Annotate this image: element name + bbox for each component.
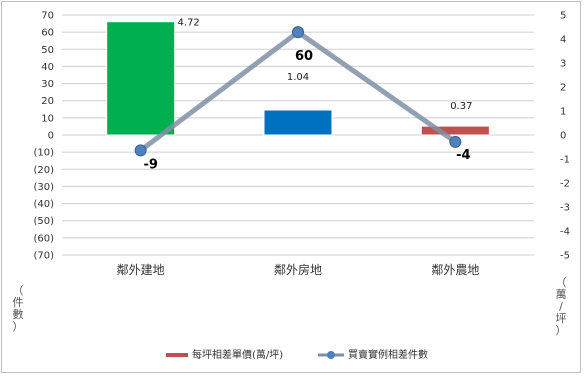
left-tick-label: (10) [33,148,54,159]
legend-bar-label: 每坪相差單價(萬/坪) [192,348,283,361]
line-value-label: -4 [456,148,470,163]
right-unit-char: （ [556,276,567,289]
left-tick-label: 10 [41,113,54,124]
right-tick-label: -3 [560,203,570,214]
right-tick-label: 3 [560,59,566,70]
bar [263,109,333,136]
bar [420,125,490,136]
category-label: 鄰外農地 [431,262,479,277]
right-tick-label: 2 [560,83,566,94]
bar-value-label: 0.37 [450,101,472,112]
line-value-label: -9 [143,157,157,172]
line-marker [449,135,462,148]
left-tick-label: (60) [33,233,54,244]
right-unit-char: 坪 [556,312,567,325]
legend-line-marker [327,351,335,359]
left-tick-label: 50 [41,45,54,56]
left-tick-label: 0 [48,131,54,142]
right-tick-label: -5 [560,251,570,262]
left-tick-label: 30 [41,79,54,90]
left-tick-label: (30) [33,182,54,193]
left-unit-char: 數 [13,308,24,321]
line-series: -9 60 -4 [134,26,471,172]
left-unit-char: ） [13,320,24,333]
right-tick-label: -1 [560,155,570,166]
bar-value-label: 4.72 [178,18,200,29]
axis-unit-labels: （件數）（萬/坪） [13,276,567,337]
legend: 每坪相差單價(萬/坪) 買賣實例相差件數 [166,348,428,361]
right-tick-label: -2 [560,179,570,190]
right-tick-label: 1 [560,107,566,118]
line-value-label: 60 [295,49,313,64]
legend-line-label: 買賣實例相差件數 [348,348,428,361]
left-tick-label: 40 [41,62,54,73]
left-unit-char: （ [13,284,24,297]
category-label: 鄰外房地 [274,262,322,277]
right-unit-char: 萬 [556,288,567,301]
bar-series: 4.72 1.04 0.37 [106,18,490,136]
left-tick-label: (20) [33,165,54,176]
right-unit-char: / [559,300,563,313]
right-tick-label: 0 [560,131,566,142]
right-tick-label: 5 [560,11,566,22]
left-tick-label: 60 [41,28,54,39]
left-tick-label: (40) [33,199,54,210]
right-tick-label: -4 [560,227,570,238]
right-unit-char: ） [556,324,567,337]
left-tick-label: 70 [41,11,54,22]
right-axis: 5 4 3 2 1 0 -1 -2 -3 -4 -5 [560,11,570,262]
line-marker [292,26,304,39]
legend-bar-swatch [166,353,188,357]
line-marker [134,144,147,157]
left-unit-char: 件 [13,296,24,309]
left-tick-label: (50) [33,216,54,227]
left-tick-label: (70) [33,251,54,262]
category-label: 鄰外建地 [117,262,165,277]
left-axis: 70 60 50 40 30 20 10 0 (10) (20) (30) (40) (50) (60) (… [33,11,54,262]
category-labels: 鄰外建地 鄰外房地 鄰外農地 [117,262,480,277]
bar-value-label: 1.04 [287,72,309,83]
right-tick-label: 4 [560,35,566,46]
left-tick-label: 20 [41,96,54,107]
bar [106,21,176,136]
